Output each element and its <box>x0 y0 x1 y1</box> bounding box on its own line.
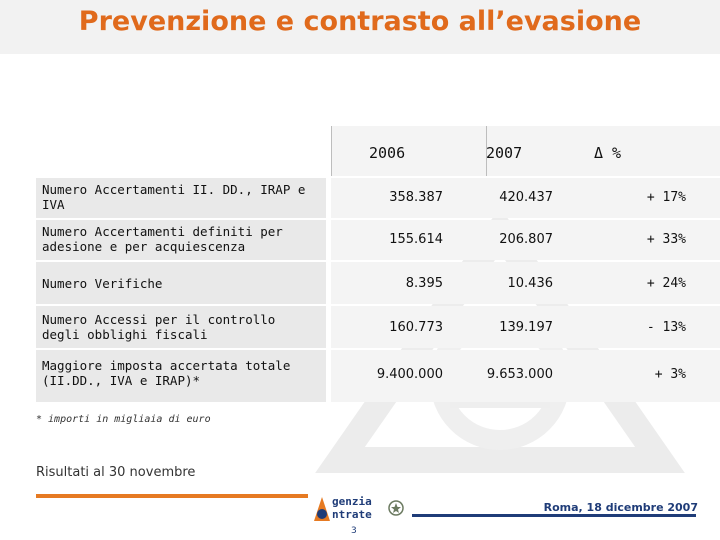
value-2006: 358.387 <box>389 190 443 205</box>
title-bar <box>0 0 720 54</box>
table-row: Numero Accessi per il controllo degli ob… <box>36 306 720 348</box>
delta-value: + 17% <box>646 190 686 205</box>
results-table: 2006 2007 Δ % Numero Accertamenti II. DD… <box>36 126 720 404</box>
logo-mark-icon <box>314 497 330 521</box>
header-dividers <box>331 126 720 176</box>
value-2006: 9.400.000 <box>376 367 443 382</box>
footnote: * importi in migliaia di euro <box>36 414 211 425</box>
value-2007: 420.437 <box>499 190 553 205</box>
delta-value: + 33% <box>646 232 686 247</box>
table-row: Numero Accertamenti II. DD., IRAP e IVA … <box>36 178 720 218</box>
row-label: Numero Accertamenti definiti per adesion… <box>42 224 283 254</box>
column-header-delta: Δ % <box>594 144 622 162</box>
page-number: 3 <box>351 526 357 536</box>
value-2007: 9.653.000 <box>486 367 553 382</box>
column-header-2007: 2007 <box>486 144 523 162</box>
delta-value: + 24% <box>646 276 686 291</box>
slide-title: Prevenzione e contrasto all’evasione <box>78 6 642 37</box>
orange-divider <box>36 494 308 498</box>
table-row: Maggiore imposta accertata totale (II.DD… <box>36 350 720 402</box>
column-header-2006: 2006 <box>369 144 406 162</box>
results-date-note: Risultati al 30 novembre <box>36 465 196 480</box>
row-label: Maggiore imposta accertata totale (II.DD… <box>42 358 291 388</box>
table-row: Numero Verifiche 8.395 10.436 + 24% <box>36 262 720 304</box>
value-2006: 160.773 <box>389 320 443 335</box>
value-2006: 155.614 <box>389 232 443 247</box>
value-2007: 10.436 <box>507 276 554 291</box>
row-label: Numero Verifiche <box>42 276 163 291</box>
logo-text-line1: genzia <box>332 495 372 508</box>
value-2007: 139.197 <box>499 320 553 335</box>
value-2006: 8.395 <box>405 276 443 291</box>
row-label: Numero Accessi per il controllo degli ob… <box>42 312 276 342</box>
header-background <box>331 126 720 176</box>
emblem-icon <box>388 500 404 516</box>
logo-text-line2: ntrate <box>332 508 372 521</box>
value-2007: 206.807 <box>499 232 553 247</box>
blue-divider <box>412 514 696 517</box>
delta-value: - 13% <box>646 320 686 335</box>
table-row: Numero Accertamenti definiti per adesion… <box>36 220 720 260</box>
footer-date: Roma, 18 dicembre 2007 <box>543 501 698 514</box>
agenzia-entrate-logo: genzia ntrate <box>312 494 408 524</box>
row-label: Numero Accertamenti II. DD., IRAP e IVA <box>42 182 306 212</box>
delta-value: + 3% <box>654 367 686 382</box>
